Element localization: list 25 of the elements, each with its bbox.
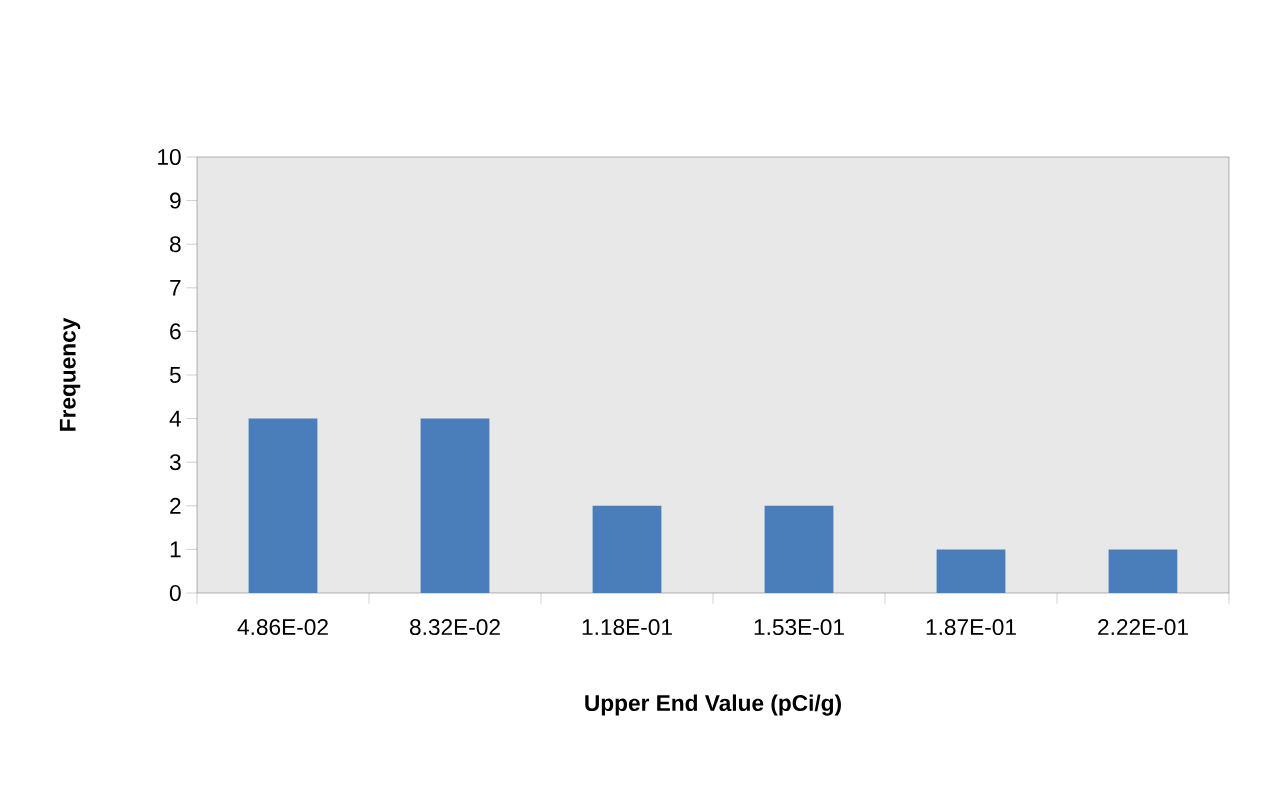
bar [420, 418, 490, 593]
bar [936, 549, 1006, 593]
y-tick-label: 4 [169, 410, 181, 427]
y-axis-title: Frequency [59, 317, 81, 431]
y-tick-label: 1 [170, 541, 181, 558]
y-tick-label: 8 [170, 236, 181, 253]
bar [592, 505, 662, 593]
y-tick-label: 7 [170, 279, 181, 296]
y-tick-label: 5 [169, 367, 181, 383]
bar [1108, 549, 1178, 593]
x-tick-label: 1.87E-01 [926, 619, 1016, 636]
x-tick-label: 2.22E-01 [1098, 619, 1188, 636]
y-tick-label: 2 [170, 497, 181, 514]
x-axis-title: Upper End Value (pCi/g) [585, 694, 841, 716]
x-tick-label: 4.86E-02 [237, 619, 328, 636]
x-tick-label: 1.18E-01 [582, 619, 672, 636]
y-tick-label: 9 [170, 192, 181, 209]
bar [248, 418, 318, 593]
y-tick-label: 10 [158, 148, 181, 166]
y-tick-label: 3 [169, 454, 181, 471]
x-tick-label: 1.53E-01 [754, 619, 844, 636]
y-tick-label: 6 [170, 323, 181, 340]
bar [764, 505, 834, 593]
x-tick-label: 8.32E-02 [409, 619, 500, 636]
y-tick-label: 0 [169, 584, 181, 602]
